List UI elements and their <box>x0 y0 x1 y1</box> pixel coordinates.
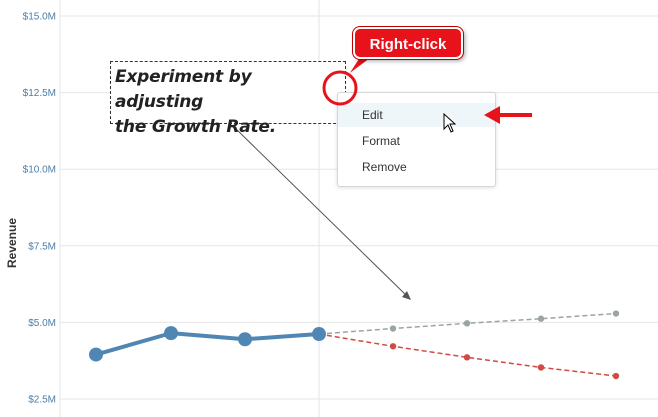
data-point[interactable] <box>164 326 178 341</box>
data-point[interactable] <box>537 364 545 371</box>
context-menu: Edit Format Remove <box>337 92 496 187</box>
data-point[interactable] <box>238 332 252 347</box>
annotation-pointer-head <box>402 291 411 300</box>
data-point[interactable] <box>463 354 471 361</box>
data-point[interactable] <box>89 347 103 362</box>
annotation-pointer <box>232 125 410 299</box>
data-point[interactable] <box>389 343 397 350</box>
series-line-0 <box>95 331 320 357</box>
menu-item-edit[interactable]: Edit <box>338 103 495 127</box>
annotation-box[interactable]: Experiment by adjusting the Growth Rate. <box>110 61 346 137</box>
data-point[interactable] <box>389 325 397 332</box>
y-tick-label: $5.0M <box>28 318 56 329</box>
y-tick-label: $2.5M <box>28 395 56 406</box>
menu-item-format[interactable]: Format <box>362 134 401 148</box>
y-tick-label: $10.0M <box>23 165 56 176</box>
y-axis-ticks: $2.5M $5.0M $7.5M $10.0M $12.5M $15.0M <box>23 12 56 406</box>
y-tick-label: $7.5M <box>28 241 56 252</box>
y-axis-label: Revenue <box>5 218 19 268</box>
data-point[interactable] <box>612 310 620 317</box>
menu-item-remove[interactable]: Remove <box>362 160 407 174</box>
data-point[interactable] <box>312 327 326 342</box>
chart-series <box>89 310 620 380</box>
series-line-2 <box>318 333 617 377</box>
data-point[interactable] <box>463 320 471 327</box>
annotation-text: Experiment by adjusting the Growth Rate. <box>115 67 277 137</box>
y-tick-label: $12.5M <box>23 88 56 99</box>
right-click-callout: Right-click <box>353 27 463 59</box>
data-point[interactable] <box>612 372 620 380</box>
y-tick-label: $15.0M <box>23 12 56 23</box>
data-point[interactable] <box>537 315 545 322</box>
